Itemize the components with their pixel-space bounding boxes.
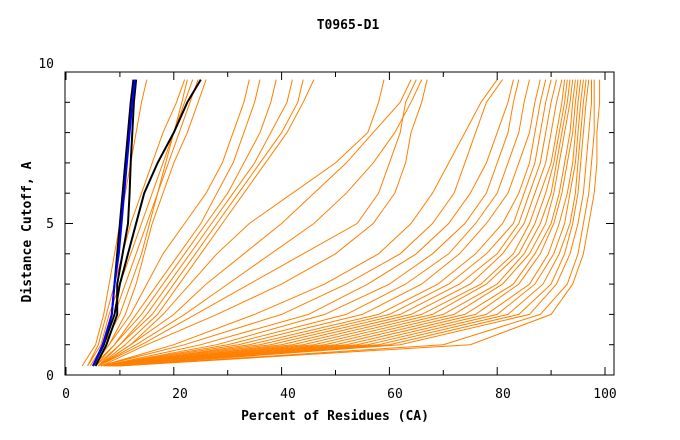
series-line-41: [94, 79, 138, 367]
chart-title: T0965-D1: [317, 18, 380, 33]
series-line-11: [97, 79, 315, 367]
series-line-8: [95, 79, 277, 367]
series-line-9: [95, 79, 293, 367]
series-line-42: [92, 79, 202, 367]
series-line-25: [106, 79, 557, 367]
x-tick-label: 80: [495, 387, 511, 402]
y-axis-label: Distance Cutoff, A: [20, 161, 35, 302]
series-line-7: [92, 79, 261, 367]
series-line-1: [87, 79, 186, 367]
series-line-18: [100, 79, 504, 367]
series-line-28: [109, 79, 568, 367]
series-line-13: [98, 79, 412, 367]
x-tick-label: 20: [172, 387, 188, 402]
series-line-36: [117, 79, 590, 367]
series-line-12: [98, 79, 385, 367]
series-line-15: [98, 79, 417, 367]
series-line-27: [109, 79, 566, 367]
series-line-35: [114, 79, 587, 367]
y-tick-label: 0: [46, 369, 54, 384]
series-line-32: [111, 79, 579, 367]
series-line-38: [119, 79, 595, 367]
series-line-31: [111, 79, 576, 367]
series-line-33: [114, 79, 582, 367]
series-line-24: [106, 79, 552, 367]
series-line-34: [114, 79, 584, 367]
series-line-16: [100, 79, 428, 367]
series-line-5: [92, 79, 207, 367]
series-line-29: [109, 79, 571, 367]
ticks-group: [65, 71, 614, 376]
series-line-30: [111, 79, 574, 367]
series-line-22: [103, 79, 541, 367]
y-tick-label: 10: [38, 57, 54, 72]
x-tick-label: 100: [593, 387, 616, 402]
series-line-39: [119, 79, 601, 367]
series-line-6: [92, 79, 250, 367]
x-axis-label: Percent of Residues (CA): [241, 409, 429, 424]
series-group: [81, 79, 601, 367]
series-line-37: [117, 79, 592, 367]
series-line-20: [103, 79, 520, 367]
series-line-43: [92, 79, 136, 367]
series-line-26: [109, 79, 563, 367]
y-tick-label: 5: [46, 217, 54, 232]
x-tick-label: 0: [62, 387, 70, 402]
series-line-19: [103, 79, 514, 367]
x-tick-label: 60: [387, 387, 403, 402]
x-tick-label: 40: [280, 387, 296, 402]
series-line-14: [98, 79, 423, 367]
series-line-21: [103, 79, 530, 367]
series-line-17: [100, 79, 498, 367]
series-line-23: [106, 79, 547, 367]
series-line-10: [97, 79, 304, 367]
